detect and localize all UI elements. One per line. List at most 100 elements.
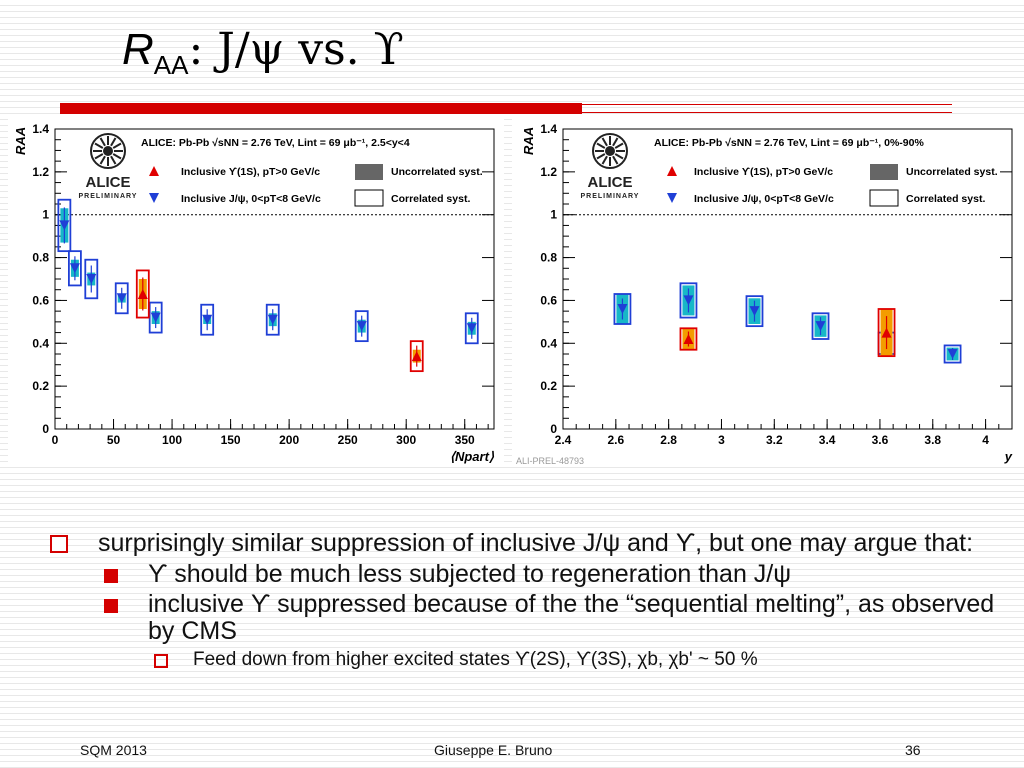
legend-entry-upsilon: Inclusive ϒ(1S), pT>0 GeV/c (694, 166, 833, 178)
correlated-syst-box (679, 327, 698, 351)
y-tick-label: 0.6 (540, 293, 557, 307)
bullet-level2: ϒ should be much less subjected to regen… (50, 561, 1000, 588)
down-triangle-marker (59, 220, 70, 231)
x-tick-label: 3 (718, 433, 725, 447)
correlated-syst-box (464, 312, 479, 345)
correlated-syst-box (877, 308, 896, 358)
alice-logo-spoke (99, 155, 106, 165)
y-axis-label: RAA (521, 127, 536, 155)
down-triangle-marker (116, 293, 127, 304)
alice-logo: ALICE PRELIMINARY (79, 133, 138, 200)
legend-entry-correlated: Correlated syst. (391, 193, 470, 205)
plot-raa-vs-npart: 0 0.2 0.4 0.6 0.8 1 1.2 1.4 0 50 100 150 200 250 300 35… (8, 118, 504, 466)
correlated-syst-box (811, 312, 830, 340)
jpsi-point (68, 250, 82, 287)
y-tick-label: 0.8 (540, 251, 557, 265)
down-triangle-marker (815, 321, 826, 332)
alice-logo-core (103, 146, 113, 156)
legend-header: ALICE: Pb-Pb √sNN = 2.76 TeV, Lint = 69 … (654, 137, 924, 149)
plot-frame (54, 128, 495, 430)
down-triangle-marker (356, 321, 367, 332)
bullet-level1: surprisingly similar suppression of incl… (50, 530, 1000, 557)
title-rest: : J/ψ vs. ϒ (188, 24, 404, 75)
alice-logo-text: ALICE (588, 174, 633, 191)
legend-entry-jpsi: Inclusive J/ψ, 0<pT<8 GeV/c (694, 193, 834, 205)
alice-logo-spoke (112, 153, 122, 160)
down-triangle-marker (749, 306, 760, 317)
correlated-syst-box (265, 303, 280, 336)
jpsi-point (57, 198, 72, 253)
jpsi-point (613, 293, 632, 325)
correlated-syst-box (613, 293, 632, 325)
legend-up-triangle-icon (667, 166, 677, 176)
y-tick-label: 0.2 (540, 379, 557, 393)
correlated-syst-box (114, 282, 129, 315)
legend-entry-upsilon: Inclusive ϒ(1S), pT>0 GeV/c (181, 166, 320, 178)
y-tick-label: 0 (42, 422, 49, 436)
legend-corr-box-icon (354, 189, 384, 207)
down-triangle-marker (267, 314, 278, 325)
x-tick-label: 300 (396, 433, 416, 447)
correlated-syst-box (200, 303, 215, 336)
x-tick-label: 250 (338, 433, 358, 447)
x-axis-label: y (1004, 449, 1013, 464)
title-underline (60, 103, 582, 114)
legend-uncorr-box-icon (870, 164, 898, 180)
x-tick-label: 3.2 (766, 433, 783, 447)
down-triangle-marker (466, 323, 477, 334)
up-triangle-marker (411, 351, 422, 362)
down-triangle-marker (150, 312, 161, 323)
bullet-text-3: inclusive ϒ suppressed because of the th… (148, 590, 995, 645)
x-tick-label: 3.6 (872, 433, 889, 447)
slide-title: RAA: J/ψ vs. ϒ (122, 22, 404, 93)
alice-logo-spoke (94, 142, 104, 149)
legend-header: ALICE: Pb-Pb √sNN = 2.76 TeV, Lint = 69 … (141, 137, 410, 149)
alice-logo-core (605, 146, 615, 156)
footer-left: SQM 2013 (80, 742, 147, 758)
alice-logo-spoke (99, 137, 106, 147)
legend-down-triangle-icon (149, 193, 159, 203)
y-tick-label: 1 (42, 208, 49, 222)
y-tick-label: 0.4 (540, 336, 557, 350)
bullet-hollow-square-icon (50, 535, 68, 553)
jpsi-point (745, 295, 764, 328)
bullet-text-4: Feed down from higher excited states ϒ(2… (193, 649, 758, 670)
plot-raa-vs-rapidity: 0 0.2 0.4 0.6 0.8 1 1.2 1.4 2.4 2.6 2.8 3 3.2 3.4 3.6 3… (512, 118, 1024, 466)
alice-logo-spoke (612, 155, 619, 165)
title-r: R (122, 25, 154, 74)
jpsi-point (114, 282, 129, 315)
up-triangle-marker (137, 289, 148, 299)
bullet-level3: Feed down from higher excited states ϒ(2… (50, 648, 1000, 672)
alice-logo-subtext: PRELIMINARY (79, 193, 138, 200)
chart-svg: 0 0.2 0.4 0.6 0.8 1 1.2 1.4 2.4 2.6 2.8 3 3.2 3.4 3.6 3… (516, 122, 1013, 466)
alice-logo-spoke (612, 137, 619, 147)
bullet-list: surprisingly similar suppression of incl… (50, 530, 1000, 672)
down-triangle-marker (69, 263, 80, 274)
alice-logo-spoke (112, 142, 122, 149)
alice-logo: ALICE PRELIMINARY (581, 133, 638, 200)
down-triangle-marker (947, 349, 958, 359)
upsilon-point (877, 308, 896, 358)
x-tick-label: 150 (221, 433, 241, 447)
correlated-syst-box (745, 295, 764, 328)
y-tick-label: 0 (550, 422, 557, 436)
y-tick-label: 1.2 (32, 165, 49, 179)
bullet-small-hollow-square-icon (154, 654, 168, 668)
alice-logo-spoke (94, 153, 104, 160)
legend-entry-uncorrelated: Uncorrelated syst. (391, 166, 483, 178)
x-tick-label: 3.4 (819, 433, 836, 447)
y-tick-label: 1.2 (540, 165, 557, 179)
correlated-syst-box (68, 250, 82, 287)
alice-logo-spoke (110, 155, 117, 165)
legend-uncorr-box-icon (355, 164, 383, 180)
correlated-syst-box (943, 344, 962, 364)
up-triangle-marker (683, 334, 694, 344)
x-tick-label: 3.8 (924, 433, 941, 447)
bullet-filled-square-icon (104, 569, 118, 583)
jpsi-point (200, 303, 215, 336)
legend-entry-jpsi: Inclusive J/ψ, 0<pT<8 GeV/c (181, 193, 321, 205)
jpsi-point (679, 282, 698, 319)
jpsi-point (265, 303, 280, 336)
correlated-syst-box (679, 282, 698, 319)
y-tick-label: 1.4 (540, 122, 557, 136)
